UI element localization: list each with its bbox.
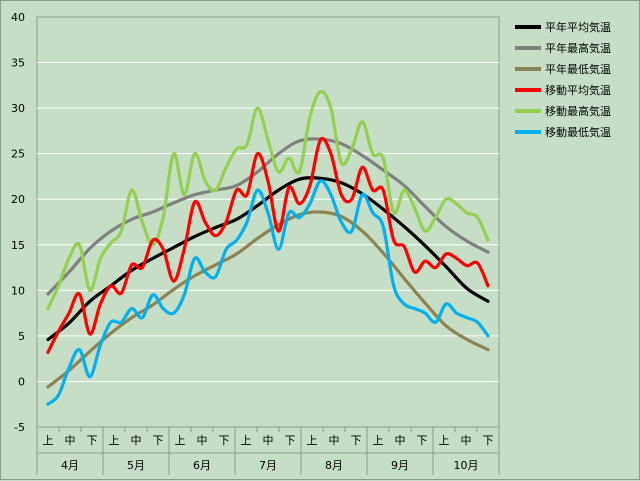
legend-label: 平年最低気温 xyxy=(545,62,611,76)
x-subcategory-label: 下 xyxy=(153,434,164,447)
x-subcategory-label: 中 xyxy=(461,434,472,447)
legend-label: 移動最高気温 xyxy=(545,104,611,118)
x-category-label: 10月 xyxy=(454,459,479,472)
x-subcategory-label: 上 xyxy=(109,434,120,447)
x-category-label: 4月 xyxy=(61,459,79,472)
series-line xyxy=(46,176,490,342)
x-subcategory-label: 下 xyxy=(483,434,494,447)
legend-label: 平年平均気温 xyxy=(545,20,611,34)
x-subcategory-label: 中 xyxy=(65,434,76,447)
series-line xyxy=(46,89,490,311)
y-tick-label: 35 xyxy=(11,57,25,70)
x-subcategory-label: 上 xyxy=(307,434,318,447)
x-axis: 上中下4月上中下5月上中下6月上中下7月上中下8月上中下9月上中下10月 xyxy=(36,426,500,475)
x-subcategory-label: 上 xyxy=(373,434,384,447)
y-tick-label: 0 xyxy=(18,375,25,388)
legend-item: 移動最高気温 xyxy=(515,104,611,118)
x-category-label: 6月 xyxy=(193,459,211,472)
y-axis: -5 0 5 10 15 20 25 30 35 40 xyxy=(11,11,25,434)
y-tick-label: 25 xyxy=(11,148,25,161)
series-line xyxy=(46,210,490,389)
legend-item: 移動平均気温 xyxy=(515,83,611,97)
x-category-label: 5月 xyxy=(127,459,145,472)
y-tick-label: 5 xyxy=(18,330,25,343)
x-subcategory-label: 上 xyxy=(241,434,252,447)
x-category-label: 8月 xyxy=(325,459,343,472)
x-category-label: 9月 xyxy=(391,459,409,472)
y-tick-label: 20 xyxy=(11,193,25,206)
legend-item: 平年最高気温 xyxy=(515,41,611,55)
x-subcategory-label: 下 xyxy=(417,434,428,447)
x-subcategory-label: 中 xyxy=(395,434,406,447)
x-subcategory-label: 上 xyxy=(43,434,54,447)
legend-label: 平年最高気温 xyxy=(545,41,611,55)
y-tick-label: 30 xyxy=(11,102,25,115)
x-subcategory-label: 中 xyxy=(263,434,274,447)
legend-label: 移動最低気温 xyxy=(545,125,611,139)
series-lines xyxy=(46,89,490,406)
x-subcategory-label: 上 xyxy=(175,434,186,447)
y-tick-label: 40 xyxy=(11,11,25,24)
series-line xyxy=(46,137,490,354)
x-subcategory-label: 中 xyxy=(131,434,142,447)
x-subcategory-label: 下 xyxy=(219,434,230,447)
x-subcategory-label: 下 xyxy=(351,434,362,447)
series-line xyxy=(46,137,490,296)
y-tick-label: 15 xyxy=(11,239,25,252)
legend-label: 移動平均気温 xyxy=(545,83,611,97)
x-subcategory-label: 中 xyxy=(329,434,340,447)
y-tick-label: -5 xyxy=(14,421,25,434)
y-tick-label: 10 xyxy=(11,284,25,297)
legend-item: 平年最低気温 xyxy=(515,62,611,76)
x-category-label: 7月 xyxy=(259,459,277,472)
x-subcategory-label: 下 xyxy=(87,434,98,447)
x-subcategory-label: 下 xyxy=(285,434,296,447)
x-subcategory-label: 中 xyxy=(197,434,208,447)
plot-area xyxy=(36,16,500,428)
x-subcategory-label: 上 xyxy=(439,434,450,447)
series-line xyxy=(46,179,490,406)
legend-item: 移動最低気温 xyxy=(515,125,611,139)
legend-item: 平年平均気温 xyxy=(515,20,611,34)
